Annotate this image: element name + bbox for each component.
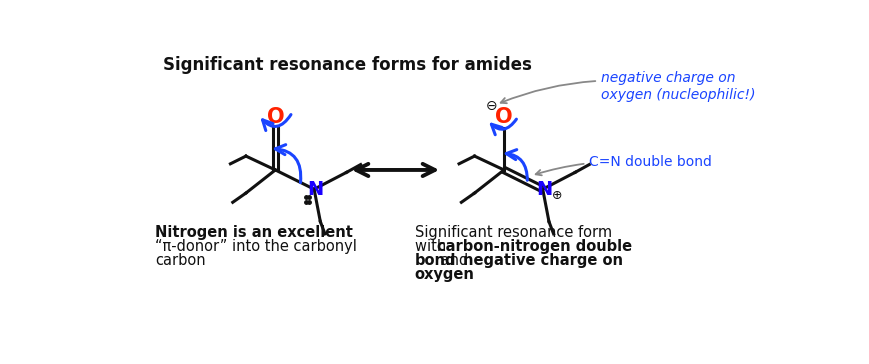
Text: “π-donor” into the carbonyl: “π-donor” into the carbonyl (155, 239, 356, 254)
Text: and: and (435, 253, 472, 268)
Text: C=N double bond: C=N double bond (535, 155, 712, 175)
Text: O: O (266, 107, 284, 127)
Text: carbon: carbon (155, 253, 206, 268)
Text: negative charge on: negative charge on (462, 253, 622, 268)
Text: N: N (308, 180, 323, 199)
Text: N: N (535, 180, 552, 199)
Text: O: O (494, 107, 512, 127)
Text: Significant resonance forms for amides: Significant resonance forms for amides (163, 56, 531, 74)
Text: ⊖: ⊖ (485, 99, 497, 113)
Text: ⊕: ⊕ (551, 189, 561, 202)
Text: carbon-nitrogen double: carbon-nitrogen double (437, 239, 632, 254)
Text: Nitrogen is an excellent: Nitrogen is an excellent (155, 225, 353, 240)
Text: oxygen: oxygen (415, 267, 474, 282)
Text: bond: bond (415, 253, 456, 268)
Text: with: with (415, 239, 450, 254)
Text: negative charge on
oxygen (nucleophilic!): negative charge on oxygen (nucleophilic!… (501, 71, 754, 103)
Text: Significant resonance form: Significant resonance form (415, 225, 611, 240)
